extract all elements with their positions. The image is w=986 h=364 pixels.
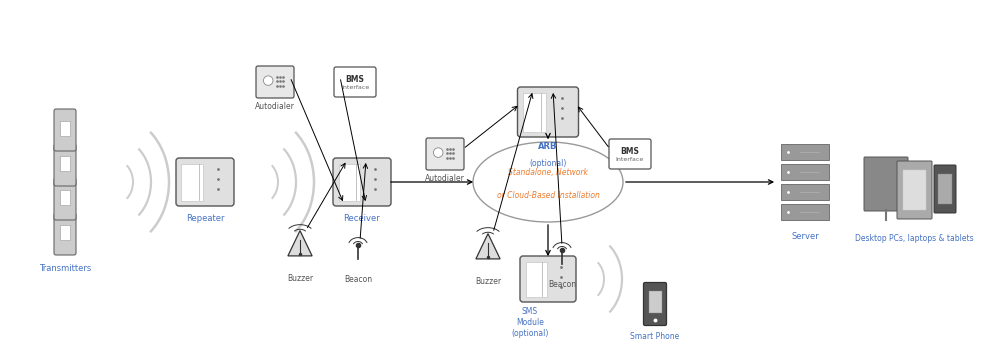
FancyBboxPatch shape	[54, 178, 76, 220]
Text: Smart Phone: Smart Phone	[630, 332, 679, 341]
Text: Interface: Interface	[615, 157, 644, 162]
Bar	[648, 291, 661, 313]
Bar	[60, 155, 70, 171]
Text: Autodialer: Autodialer	[425, 174, 464, 183]
FancyBboxPatch shape	[176, 158, 234, 206]
Text: Transmitters: Transmitters	[38, 264, 91, 273]
Bar	[60, 190, 70, 205]
Bar	[523, 92, 545, 131]
Bar	[60, 120, 70, 136]
Text: Receiver: Receiver	[343, 214, 380, 223]
FancyBboxPatch shape	[255, 66, 294, 98]
Text: Standalone, Network: Standalone, Network	[508, 167, 588, 177]
Text: Buzzer: Buzzer	[474, 277, 501, 286]
Bar	[525, 261, 546, 297]
Bar	[780, 164, 828, 180]
FancyBboxPatch shape	[54, 144, 76, 186]
FancyBboxPatch shape	[426, 138, 463, 170]
Text: or Cloud-Based Installation: or Cloud-Based Installation	[496, 191, 599, 201]
Text: Buzzer: Buzzer	[287, 274, 313, 283]
Text: ARB: ARB	[537, 142, 557, 151]
Circle shape	[433, 148, 443, 157]
FancyBboxPatch shape	[896, 161, 931, 219]
Text: BMS: BMS	[620, 147, 639, 157]
Bar	[181, 163, 203, 201]
FancyBboxPatch shape	[643, 282, 666, 325]
Text: (optional): (optional)	[528, 159, 566, 168]
FancyBboxPatch shape	[332, 158, 390, 206]
Bar	[937, 174, 951, 204]
Text: SMS
Module
(optional): SMS Module (optional)	[511, 307, 548, 338]
Text: Interface: Interface	[340, 85, 369, 90]
FancyBboxPatch shape	[608, 139, 651, 169]
Polygon shape	[475, 234, 500, 259]
Text: Beacon: Beacon	[547, 280, 576, 289]
FancyBboxPatch shape	[517, 87, 578, 137]
Text: Autodialer: Autodialer	[254, 102, 295, 111]
Circle shape	[263, 76, 273, 86]
FancyBboxPatch shape	[54, 213, 76, 255]
Text: Beacon: Beacon	[343, 275, 372, 284]
FancyBboxPatch shape	[863, 157, 907, 211]
Bar	[338, 163, 360, 201]
Text: BMS: BMS	[345, 75, 364, 84]
Bar	[780, 204, 828, 220]
Text: Server: Server	[791, 232, 818, 241]
Polygon shape	[288, 231, 312, 256]
Bar	[780, 144, 828, 160]
Bar	[902, 170, 925, 210]
FancyBboxPatch shape	[520, 256, 576, 302]
FancyBboxPatch shape	[333, 67, 376, 97]
FancyBboxPatch shape	[933, 165, 955, 213]
FancyBboxPatch shape	[54, 109, 76, 151]
Bar	[60, 225, 70, 241]
Text: Desktop PCs, laptops & tablets: Desktop PCs, laptops & tablets	[854, 234, 972, 243]
Bar	[780, 184, 828, 200]
Text: Repeater: Repeater	[185, 214, 224, 223]
